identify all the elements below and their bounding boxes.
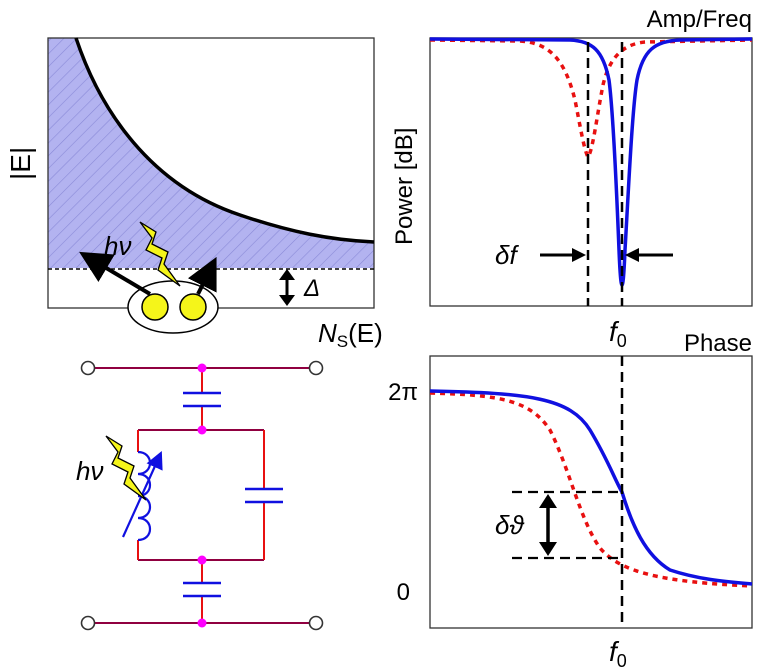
junction-dot: [197, 363, 207, 373]
electron-left: [141, 293, 169, 321]
gap-label: Δ: [303, 275, 320, 302]
port-top-left: [80, 360, 96, 376]
phase-panel: δϑ Phase 2π 0 f0: [388, 330, 753, 671]
dos-curve: [74, 37, 375, 244]
port-bottom-left: [80, 615, 96, 631]
circuit-panel: hν: [76, 360, 324, 631]
phase-tick-2pi: 2π: [388, 379, 418, 406]
junction-dot: [197, 425, 207, 435]
circuit-photon-bolt-icon: [105, 435, 147, 501]
phase-shift-label: δϑ: [495, 510, 524, 540]
freq-shift-arrows: [540, 248, 673, 262]
amplitude-dashed-curve: [429, 38, 753, 161]
phase-f0-label: f0: [609, 636, 627, 671]
dos-panel: |E| NS(E) Δ hν: [5, 37, 383, 351]
quasiparticle-fill: [48, 38, 374, 268]
quasiparticle-arrow-left: [79, 251, 152, 296]
phase-solid-curve: [429, 389, 753, 586]
dos-photon-label: hν: [104, 231, 131, 261]
photon-bolt-icon: [139, 221, 181, 287]
junction-dot: [197, 618, 207, 628]
freq-shift-label: δf: [495, 240, 519, 270]
amplitude-solid-curve: [429, 37, 753, 287]
junction-dot: [197, 555, 207, 565]
dos-x-axis-label: NS(E): [318, 318, 383, 351]
amplitude-title: Amp/Freq: [647, 6, 752, 33]
phase-title: Phase: [684, 330, 752, 357]
coupling-capacitor-top: [183, 391, 221, 408]
electron-right: [179, 293, 207, 321]
phase-tick-0: 0: [397, 579, 410, 606]
phase-dashed-curve: [429, 391, 753, 588]
amplitude-frame: [429, 37, 753, 307]
port-bottom-right: [308, 615, 324, 631]
port-top-right: [308, 360, 324, 376]
circuit-photon-label: hν: [76, 456, 103, 486]
amplitude-y-axis-label: Power [dB]: [391, 128, 418, 245]
amplitude-panel: δf Amp/Freq Power [dB] f0: [391, 6, 753, 351]
gap-arrow: [279, 269, 295, 306]
phase-frame: [429, 355, 753, 629]
phase-shift-arrow: [539, 494, 557, 556]
resonator-capacitor: [245, 487, 283, 504]
quasiparticle-arrow-right: [187, 256, 217, 295]
dos-y-axis-label: |E|: [5, 147, 36, 180]
coupling-capacitor-bottom: [183, 581, 221, 598]
amplitude-f0-label: f0: [609, 316, 627, 351]
